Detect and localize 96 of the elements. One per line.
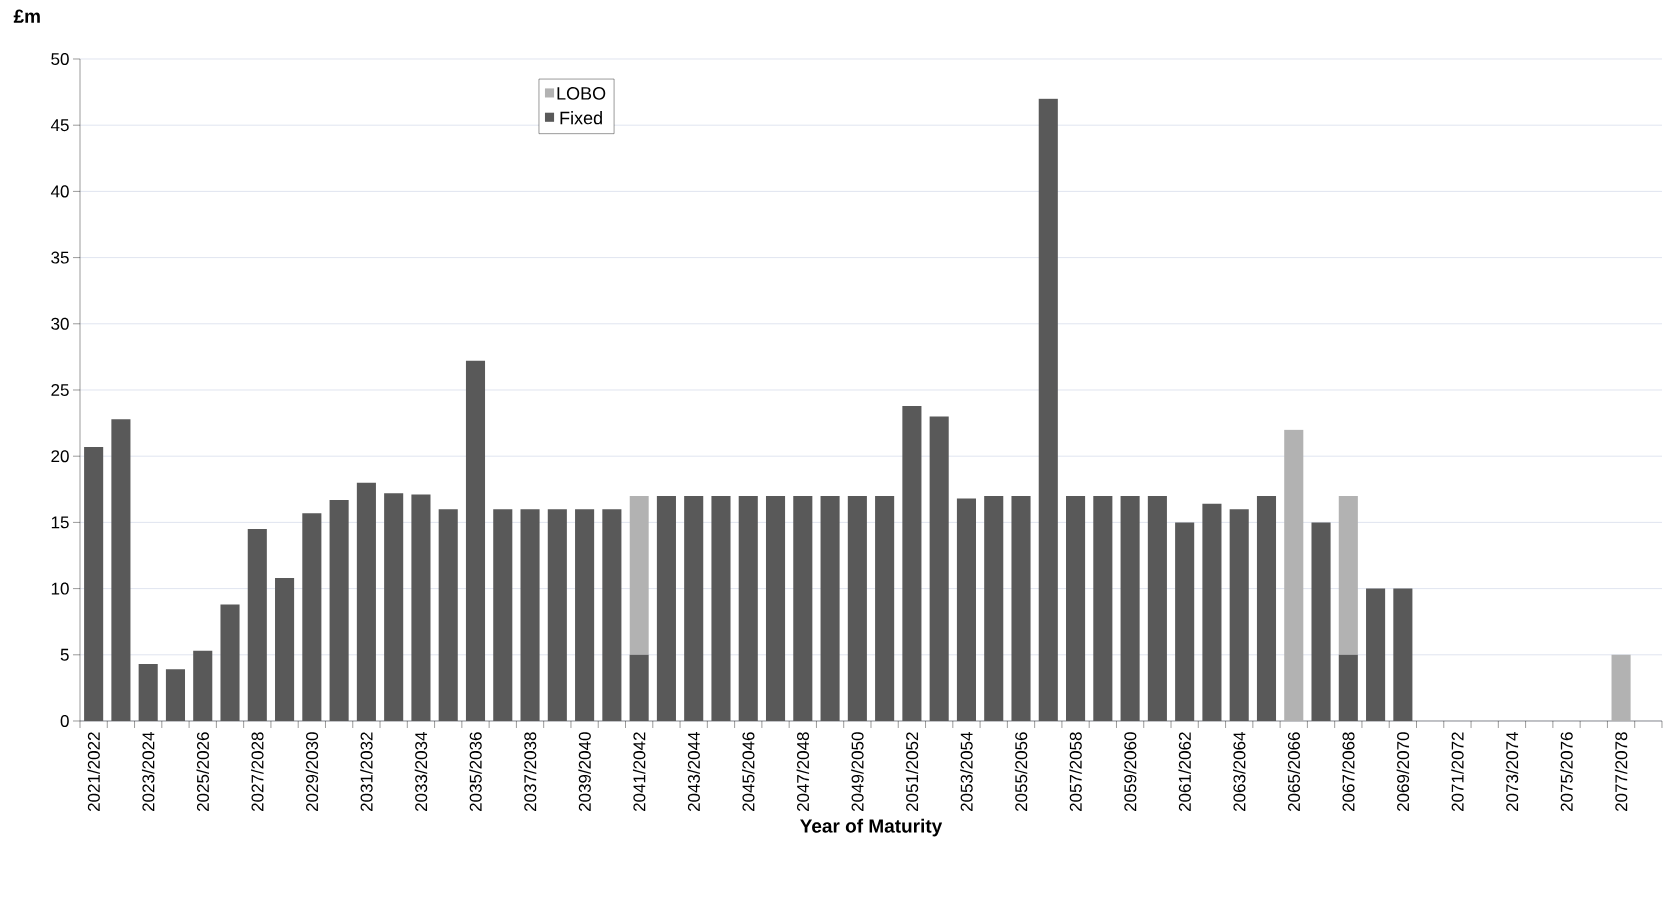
x-tick-label: 2021/2022 — [87, 732, 100, 812]
x-tick-label: 2073/2074 — [1505, 732, 1519, 812]
bar — [602, 509, 622, 721]
x-tick-label: 2031/2032 — [360, 732, 373, 812]
bar — [929, 416, 949, 721]
x-tick-label: 2065/2066 — [1287, 732, 1301, 812]
bar — [684, 495, 704, 721]
legend-label: Fixed — [560, 111, 602, 125]
bar — [1256, 495, 1277, 721]
x-tick-label: 2061/2062 — [1178, 732, 1191, 812]
x-tick-label: 2069/2070 — [1396, 732, 1410, 812]
x-tick-label: 2067/2068 — [1342, 732, 1355, 812]
bar — [738, 495, 758, 721]
bar — [220, 604, 240, 721]
x-tick-label: 2055/2056 — [1014, 732, 1028, 812]
x-tick-label: 2029/2030 — [305, 732, 319, 812]
y-tick-label: 0 — [60, 714, 69, 728]
bar — [629, 495, 649, 655]
x-tick-label: 2045/2046 — [742, 732, 755, 812]
x-tick-label: 2051/2052 — [905, 732, 919, 812]
x-tick-label: 2043/2044 — [687, 732, 700, 812]
bar — [138, 664, 158, 721]
bar — [1338, 654, 1358, 721]
x-tick-label: 2059/2060 — [1123, 732, 1137, 812]
y-tick-label: 5 — [60, 648, 69, 661]
bar — [356, 482, 376, 721]
bar — [1366, 588, 1386, 721]
x-tick-label: 2047/2048 — [796, 732, 810, 812]
bar — [1229, 509, 1249, 721]
bar — [520, 509, 540, 721]
x-tick-label: 2057/2058 — [1069, 732, 1082, 812]
bar — [1393, 588, 1413, 721]
bar — [1011, 495, 1031, 721]
x-tick-label: 2037/2038 — [523, 732, 537, 812]
x-tick-label: 2077/2078 — [1614, 732, 1628, 812]
x-tick-label: 2025/2026 — [196, 732, 209, 812]
bar — [247, 529, 267, 721]
bar — [656, 495, 676, 721]
x-tick-label: 2023/2024 — [141, 732, 155, 812]
bar — [793, 495, 813, 721]
bar — [302, 513, 322, 721]
bar — [1175, 522, 1195, 721]
bar — [711, 495, 731, 721]
bar — [1311, 522, 1331, 721]
bar — [902, 405, 922, 721]
x-axis-title: Year of Maturity — [800, 818, 943, 837]
bar — [820, 495, 840, 721]
bar — [1038, 98, 1058, 721]
bar — [384, 493, 404, 721]
x-tick-label: 2063/2064 — [1232, 732, 1246, 812]
bar — [875, 495, 895, 721]
bar — [493, 509, 513, 721]
bar — [1284, 429, 1304, 721]
y-tick-label: 25 — [51, 383, 69, 397]
bar — [329, 499, 349, 721]
y-tick-label: 20 — [51, 450, 69, 463]
bar — [956, 498, 976, 721]
bar — [1338, 495, 1358, 655]
bar — [1147, 495, 1167, 721]
bar — [765, 495, 786, 721]
x-tick-label: 2071/2072 — [1451, 732, 1464, 812]
y-tick-label: 45 — [50, 119, 69, 132]
x-tick-label: 2027/2028 — [251, 732, 264, 812]
y-tick-label: 35 — [51, 251, 69, 264]
y-tick-label: 10 — [51, 582, 69, 595]
y-tick-label: 40 — [50, 185, 69, 198]
bar — [411, 494, 431, 721]
bar — [1093, 495, 1113, 721]
bar — [275, 578, 295, 721]
x-tick-label: 2035/2036 — [469, 732, 482, 812]
bar — [111, 419, 131, 721]
bar — [547, 509, 567, 721]
bar — [847, 495, 867, 721]
bar — [1611, 654, 1631, 721]
y-tick-label: 30 — [51, 317, 69, 330]
x-tick-label: 2033/2034 — [414, 732, 428, 812]
bar — [984, 495, 1004, 721]
bar — [84, 446, 104, 721]
y-tick-label: 15 — [51, 516, 69, 529]
bar — [165, 669, 186, 721]
bar — [1202, 503, 1222, 721]
legend-label: LOBO — [557, 87, 606, 100]
x-tick-label: 2041/2042 — [632, 732, 646, 812]
x-tick-label: 2075/2076 — [1560, 732, 1573, 812]
bar — [193, 650, 213, 721]
x-tick-label: 2039/2040 — [578, 732, 591, 812]
bar — [575, 509, 595, 721]
x-tick-label: 2049/2050 — [851, 732, 864, 812]
y-tick-label: 50 — [51, 52, 69, 66]
bar — [465, 360, 486, 721]
bar — [1120, 495, 1140, 721]
y-axis-title: £m — [13, 9, 40, 23]
bar — [629, 654, 649, 721]
bar — [1066, 495, 1086, 721]
bar — [438, 509, 458, 721]
x-tick-label: 2053/2054 — [960, 732, 973, 812]
